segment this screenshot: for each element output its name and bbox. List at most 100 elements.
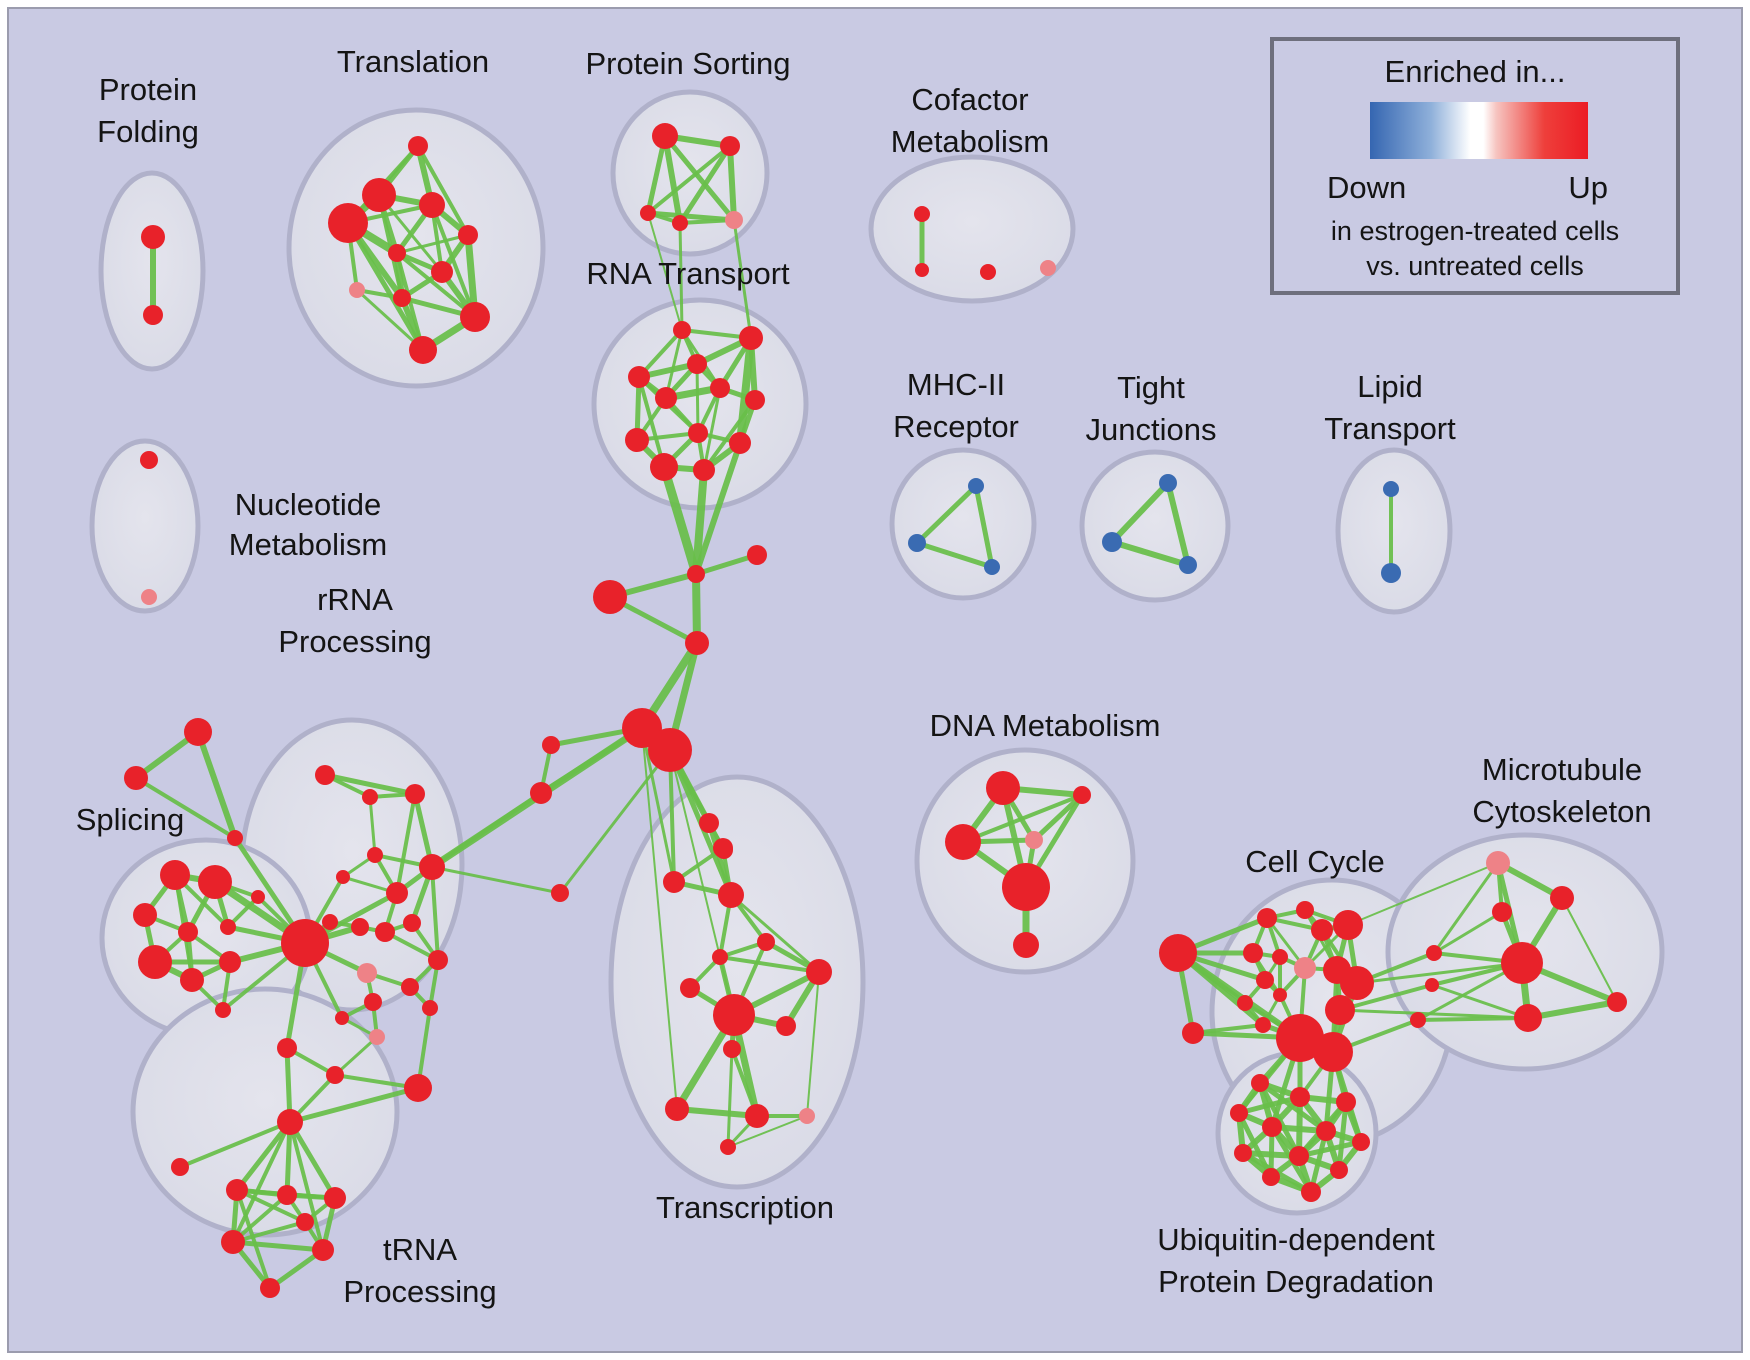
network-layer: Protein Folding Translation Protein Sorting… (76, 44, 1665, 1309)
cluster-label-microtubule-cytoskeleton: Microtubule (1482, 752, 1642, 787)
edge-mh2-mh3 (914, 540, 995, 570)
edge-ps4-ps5 (678, 218, 736, 225)
node-xH (713, 994, 755, 1036)
cluster-label-ubiquitin-degradation: Ubiquitin-dependent (1157, 1222, 1435, 1257)
node-sp11 (180, 968, 204, 992)
node-tr7 (312, 1239, 334, 1261)
node-tj2 (1102, 532, 1122, 552)
node-x12 (799, 1108, 815, 1124)
node-cf2 (915, 263, 929, 277)
cluster-ellipse-cofactor-metabolism (868, 154, 1076, 304)
edge-mt1-cc6 (1347, 862, 1499, 926)
node-u11 (1262, 1168, 1280, 1186)
node-cf3 (980, 264, 996, 280)
node-sp9 (251, 890, 265, 904)
edge-ps2-ps5 (727, 143, 737, 223)
edge-mc1-mt3 (1432, 910, 1504, 955)
node-x13 (720, 1139, 736, 1155)
cluster-label-nucleotide-metabolism: Metabolism (229, 527, 388, 562)
node-rr9 (351, 918, 369, 936)
node-rr8 (322, 914, 338, 930)
edge-rr21-tr1 (287, 1085, 421, 1125)
node-sp10 (138, 945, 172, 979)
node-cf4 (1040, 260, 1056, 276)
edge-mh1-mh3 (973, 483, 995, 570)
node-d4 (1025, 831, 1043, 849)
legend-down-label: Down (1327, 170, 1406, 205)
legend-subtitle-line1: in estrogen-treated cells (1331, 216, 1619, 246)
node-t8 (349, 282, 365, 298)
legend: Enriched in... Down Up in estrogen-treat… (1270, 37, 1680, 295)
node-u8 (1234, 1144, 1252, 1162)
node-u1 (1251, 1074, 1269, 1092)
edge-sp2-sp3 (134, 776, 237, 840)
node-rt5 (655, 387, 677, 409)
node-tr4 (277, 1185, 297, 1205)
edge-ps3-rt1 (647, 212, 683, 331)
node-cc11 (1256, 971, 1274, 989)
node-c8 (530, 782, 552, 804)
node-c9 (551, 884, 569, 902)
node-u9 (1289, 1146, 1309, 1166)
edge-ps2-ps3 (646, 144, 732, 215)
node-mt1 (1486, 851, 1510, 875)
node-u2 (1290, 1087, 1310, 1107)
edge-rt3-rt8 (695, 362, 700, 435)
edge-tr3-tr9 (235, 1188, 307, 1224)
node-t2 (362, 178, 396, 212)
node-rt6 (710, 378, 730, 398)
node-t9 (393, 289, 411, 307)
node-cc12 (1273, 988, 1287, 1002)
edge-tj1-tj3 (1165, 480, 1191, 568)
node-ccG2 (1313, 1032, 1353, 1072)
node-nm1 (140, 451, 158, 469)
edge-x13-x12 (727, 1115, 808, 1148)
edge-mc3-mt4 (1416, 1016, 1530, 1022)
node-tr1 (277, 1109, 303, 1135)
node-mtH (1501, 942, 1543, 984)
node-t4 (419, 192, 445, 218)
node-c2 (747, 545, 767, 565)
node-cc2 (1182, 1022, 1204, 1044)
node-mt5 (1607, 992, 1627, 1012)
node-rr13 (401, 978, 419, 996)
node-cc6 (1333, 910, 1363, 940)
edge-ps5-rt2 (732, 218, 753, 340)
node-rrH (281, 919, 329, 967)
node-cc7 (1243, 943, 1263, 963)
cluster-label-cell-cycle: Cell Cycle (1245, 844, 1385, 879)
legend-box (1270, 37, 1680, 295)
node-t10 (460, 302, 490, 332)
edge-rt1-rt5 (664, 328, 684, 400)
node-sp2 (124, 766, 148, 790)
cluster-label-mhc-ii-receptor: Receptor (893, 409, 1019, 444)
node-ps2 (720, 136, 740, 156)
node-ps4 (672, 215, 688, 231)
node-rt8 (688, 423, 708, 443)
node-cc8 (1272, 949, 1288, 965)
node-u3 (1336, 1092, 1356, 1112)
edge-x2-x6 (729, 893, 821, 974)
edge-ps1-ps3 (645, 133, 668, 216)
node-cc13 (1237, 995, 1253, 1011)
cluster-label-ubiquitin-degradation: Protein Degradation (1158, 1264, 1434, 1299)
cluster-label-splicing: Splicing (76, 802, 185, 837)
node-sp12 (219, 951, 241, 973)
node-rr18 (369, 1029, 385, 1045)
node-cc5 (1311, 919, 1333, 941)
node-rt7 (745, 390, 765, 410)
node-t11 (409, 336, 437, 364)
cluster-label-tight-junctions: Tight (1117, 370, 1185, 405)
node-rr14 (428, 950, 448, 970)
node-u12 (1301, 1182, 1321, 1202)
cluster-label-cofactor-metabolism: Metabolism (891, 124, 1050, 159)
cluster-label-translation: Translation (337, 44, 489, 79)
edge-t3-t11 (345, 220, 426, 353)
cluster-label-mhc-ii-receptor: MHC-II (907, 367, 1005, 402)
node-mc1 (1426, 945, 1442, 961)
cluster-ellipse-tight-junctions (1079, 449, 1231, 603)
node-ps1 (652, 123, 678, 149)
edge-rt10-c1 (693, 440, 743, 577)
